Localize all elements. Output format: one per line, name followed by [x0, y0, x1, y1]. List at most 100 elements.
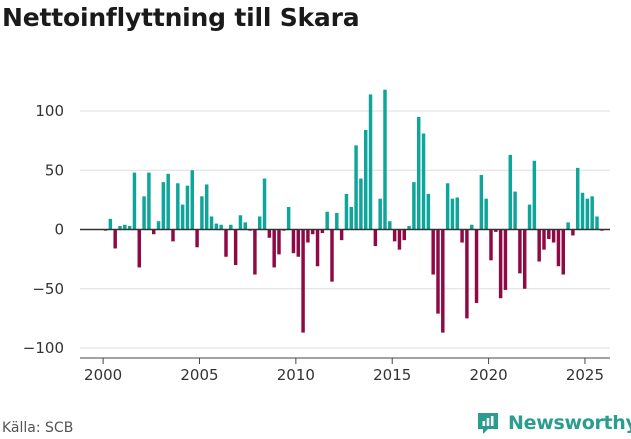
bar[interactable] — [195, 229, 199, 248]
bar[interactable] — [238, 215, 243, 230]
bar[interactable] — [503, 229, 508, 290]
bar[interactable] — [296, 229, 300, 257]
bar[interactable] — [575, 167, 580, 230]
bar[interactable] — [113, 229, 117, 249]
bar[interactable] — [180, 204, 185, 230]
bar[interactable] — [378, 198, 382, 230]
bar[interactable] — [392, 229, 397, 242]
bar[interactable] — [547, 229, 551, 239]
bar[interactable] — [123, 224, 127, 230]
bar[interactable] — [142, 196, 146, 230]
bar[interactable] — [286, 206, 291, 230]
bar[interactable] — [200, 196, 204, 230]
bar[interactable] — [190, 170, 194, 230]
bar[interactable] — [595, 216, 599, 230]
bar[interactable] — [257, 216, 262, 230]
bar[interactable] — [335, 212, 339, 230]
bar[interactable] — [561, 229, 565, 275]
bar[interactable] — [518, 229, 522, 274]
bar[interactable] — [310, 229, 315, 235]
bar[interactable] — [421, 133, 426, 230]
bar[interactable] — [214, 223, 219, 230]
bar[interactable] — [455, 197, 459, 230]
bar[interactable] — [445, 183, 450, 230]
bar[interactable] — [301, 229, 305, 333]
bar[interactable] — [431, 229, 435, 275]
bar[interactable] — [229, 224, 233, 230]
bar[interactable] — [262, 178, 267, 230]
bar[interactable] — [537, 229, 541, 262]
bar[interactable] — [532, 160, 537, 230]
bar[interactable] — [315, 229, 320, 267]
bar[interactable] — [132, 172, 137, 230]
bar[interactable] — [474, 229, 479, 303]
bar[interactable] — [436, 229, 440, 314]
bar[interactable] — [542, 229, 546, 250]
bar[interactable] — [363, 129, 368, 230]
bar[interactable] — [407, 225, 411, 230]
bar[interactable] — [233, 229, 238, 266]
bar[interactable] — [171, 229, 175, 242]
bar[interactable] — [219, 224, 223, 230]
bar[interactable] — [224, 229, 228, 257]
bar[interactable] — [556, 229, 561, 267]
bar[interactable] — [590, 196, 594, 230]
bar[interactable] — [479, 174, 484, 230]
bar[interactable] — [383, 89, 387, 230]
bar[interactable] — [320, 229, 325, 234]
bar[interactable] — [527, 204, 532, 230]
bar[interactable] — [359, 178, 363, 230]
bar[interactable] — [402, 229, 406, 241]
bar[interactable] — [272, 229, 276, 268]
bar[interactable] — [426, 193, 431, 230]
bar[interactable] — [508, 154, 512, 230]
bar[interactable] — [137, 229, 141, 268]
bar[interactable] — [166, 173, 170, 230]
bar[interactable] — [349, 206, 353, 230]
bar[interactable] — [291, 229, 296, 254]
bar[interactable] — [585, 198, 590, 230]
bar[interactable] — [330, 229, 334, 282]
bar[interactable] — [450, 198, 455, 230]
bar[interactable] — [344, 193, 349, 230]
bar[interactable] — [551, 229, 556, 243]
bar[interactable] — [185, 185, 190, 230]
bar[interactable] — [580, 192, 585, 230]
bar[interactable] — [498, 229, 503, 299]
bar[interactable] — [267, 229, 272, 238]
bar[interactable] — [388, 221, 392, 230]
bar[interactable] — [368, 94, 373, 230]
bar[interactable] — [373, 229, 378, 247]
bar[interactable] — [441, 229, 445, 333]
bar[interactable] — [253, 229, 257, 275]
bar[interactable] — [469, 224, 474, 230]
bar[interactable] — [489, 229, 493, 261]
bar[interactable] — [176, 183, 180, 230]
bar[interactable] — [209, 216, 214, 230]
bar[interactable] — [484, 198, 488, 230]
bar[interactable] — [397, 229, 402, 250]
bar[interactable] — [306, 229, 310, 243]
bar[interactable] — [494, 229, 498, 232]
bar[interactable] — [243, 222, 247, 230]
bar[interactable] — [339, 229, 344, 241]
bar[interactable] — [277, 229, 281, 255]
bar[interactable] — [571, 229, 575, 236]
bar[interactable] — [127, 225, 132, 230]
bar[interactable] — [412, 182, 416, 230]
bar[interactable] — [151, 229, 156, 235]
bar[interactable] — [566, 222, 570, 230]
bar[interactable] — [108, 218, 113, 230]
bar[interactable] — [465, 229, 469, 319]
bar[interactable] — [156, 221, 161, 230]
bar[interactable] — [325, 211, 329, 230]
newsworthy-brand[interactable]: Newsworthy — [475, 408, 631, 438]
bar[interactable] — [513, 191, 517, 230]
bar[interactable] — [204, 184, 209, 230]
bar[interactable] — [354, 145, 358, 230]
bar[interactable] — [147, 172, 151, 230]
bar[interactable] — [522, 229, 527, 289]
bar[interactable] — [118, 225, 122, 230]
bar[interactable] — [416, 116, 421, 230]
bar[interactable] — [161, 182, 166, 230]
